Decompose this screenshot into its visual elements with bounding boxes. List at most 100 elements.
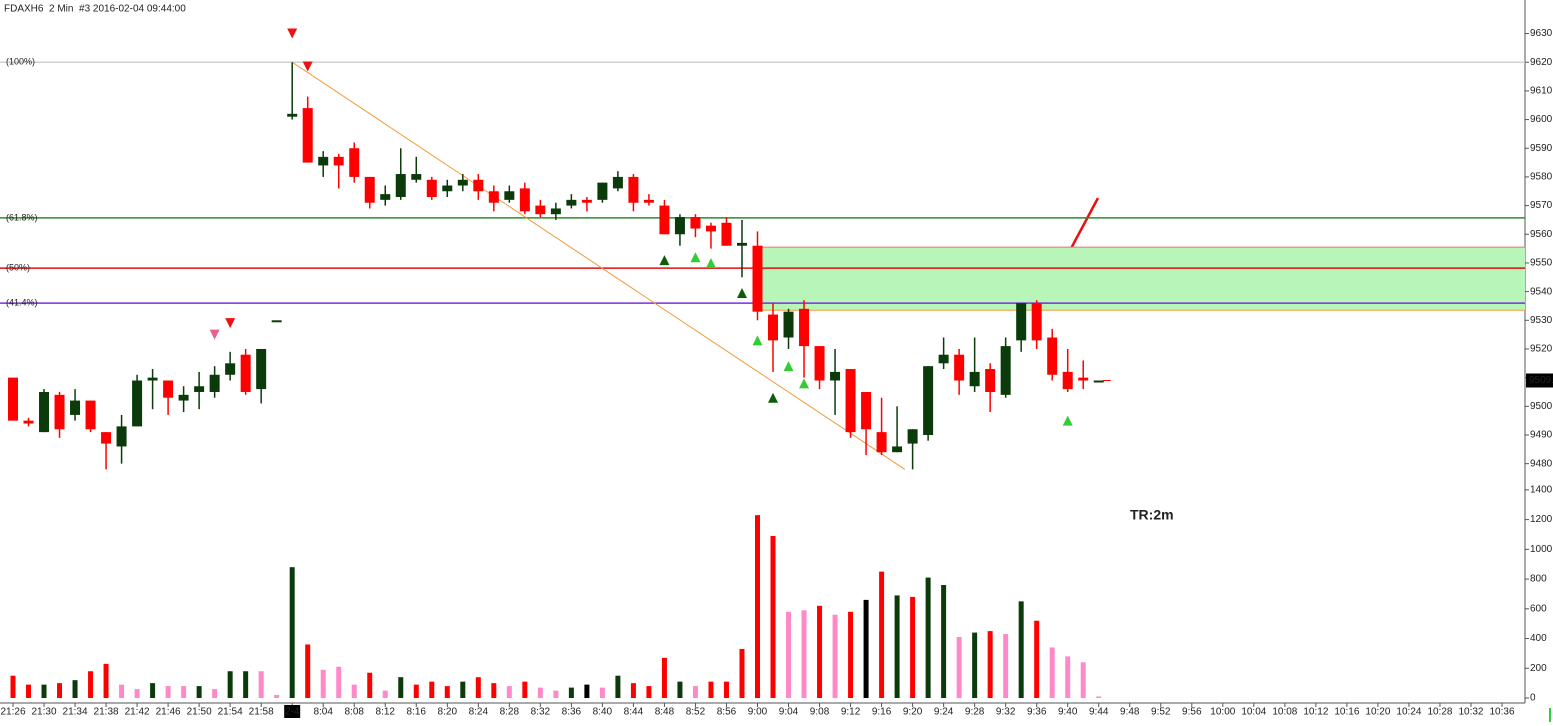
candle-body — [271, 320, 282, 323]
volume-bar — [320, 669, 326, 698]
volume-bar — [739, 648, 745, 698]
volume-tick-label: 1400 — [1530, 485, 1553, 496]
candle-body — [736, 242, 747, 246]
candle-body — [132, 380, 143, 427]
x-tick-label: 9:20 — [903, 707, 923, 718]
volume-tick-label: 800 — [1530, 574, 1547, 585]
x-tick-label: 8:04 — [313, 707, 333, 718]
x-tick-label: 9:48 — [1120, 707, 1140, 718]
volume-bar — [382, 690, 388, 698]
x-tick-label: 10:08 — [1272, 707, 1297, 718]
volume-bar — [894, 595, 900, 698]
volume-bar — [243, 671, 249, 698]
candle-body — [581, 199, 592, 203]
volume-bar — [584, 684, 590, 698]
volume-bar — [537, 687, 543, 698]
candle-body — [674, 217, 685, 235]
x-tick-label: 2-4 — [285, 707, 300, 718]
y-tick-label: 9550.0 — [1530, 258, 1553, 269]
volume-bar — [972, 632, 978, 698]
x-tick-label: 9:28 — [965, 707, 985, 718]
candle-body — [23, 420, 34, 424]
candle-body — [566, 199, 577, 206]
candle-body — [333, 156, 344, 166]
volume-bar — [88, 671, 94, 698]
volume-bar — [832, 614, 838, 698]
x-tick-label: 21:46 — [156, 707, 181, 718]
candle-body — [969, 371, 980, 387]
candle-body — [395, 174, 406, 197]
volume-bar — [475, 677, 481, 698]
candle-body — [814, 346, 825, 381]
volume-bar — [770, 535, 776, 698]
signal — [768, 392, 779, 403]
volume-bar — [460, 681, 466, 698]
x-tick-label: 9:56 — [1182, 707, 1202, 718]
volume-bar — [103, 663, 109, 698]
candle-body — [612, 176, 623, 189]
candle-body — [768, 314, 779, 341]
candle-body — [473, 179, 484, 192]
candle-body — [8, 377, 18, 421]
candle-body — [550, 208, 561, 215]
candle-body — [54, 394, 65, 430]
candle-body — [519, 188, 530, 212]
signal — [302, 61, 313, 72]
signal — [736, 288, 747, 299]
volume-tick-label: 1000 — [1530, 544, 1553, 555]
x-tick-label: 8:16 — [407, 707, 427, 718]
y-tick-label: 9630.0 — [1530, 28, 1553, 39]
volume-bar — [413, 684, 419, 698]
signal — [799, 378, 810, 389]
y-tick-label: 9600.0 — [1530, 114, 1553, 125]
volume-bar — [925, 577, 931, 698]
volume-bar — [956, 637, 962, 698]
x-tick-label: 10:32 — [1458, 707, 1483, 718]
y-tick-label: 9590.0 — [1530, 143, 1553, 154]
x-tick-label: 21:30 — [32, 707, 57, 718]
volume-bar — [910, 596, 916, 698]
candle-body — [457, 179, 468, 186]
x-tick-label: 8:20 — [438, 707, 458, 718]
x-tick-label: 8:32 — [531, 707, 551, 718]
x-tick-label: 9:24 — [934, 707, 954, 718]
x-tick-label: 8:08 — [344, 707, 364, 718]
signal — [287, 28, 298, 39]
volume-bar — [1096, 696, 1102, 698]
candle-body — [504, 191, 515, 200]
candle-body — [225, 363, 236, 375]
x-tick-label: 21:42 — [125, 707, 150, 718]
y-tick-label: 9610.0 — [1530, 86, 1553, 97]
x-tick-label: 21:54 — [218, 707, 243, 718]
y-tick-label: 9540.0 — [1530, 286, 1553, 297]
x-tick-label: 10:20 — [1365, 707, 1390, 718]
x-tick-label: 21:38 — [94, 707, 119, 718]
x-tick-label: 10:16 — [1334, 707, 1359, 718]
y-tick-label: 9520.0 — [1530, 344, 1553, 355]
volume-bar — [289, 567, 295, 698]
y-tick-label: 9560.0 — [1530, 229, 1553, 240]
x-tick-label: 9:44 — [1089, 707, 1109, 718]
candle-body — [597, 182, 608, 200]
candle-body — [70, 400, 81, 415]
candle-body — [163, 380, 174, 398]
candle-body — [209, 374, 220, 392]
volume-bar — [1080, 662, 1086, 698]
volume-tick-label: 0 — [1530, 693, 1536, 704]
volume-bar — [677, 681, 683, 698]
fib-label: (61.8%) — [6, 212, 38, 222]
volume-bar — [708, 681, 714, 698]
volume-bar — [351, 684, 357, 698]
signal — [209, 329, 220, 340]
x-tick-label: 8:48 — [655, 707, 675, 718]
volume-bar — [10, 675, 16, 698]
candle-body — [876, 432, 887, 453]
signal — [659, 255, 670, 266]
x-tick-label: 8:28 — [500, 707, 520, 718]
signal — [1062, 415, 1073, 426]
volume-bar — [1018, 601, 1024, 698]
candle-body — [535, 205, 546, 215]
volume-bar — [72, 680, 78, 698]
candle-body — [721, 222, 732, 246]
